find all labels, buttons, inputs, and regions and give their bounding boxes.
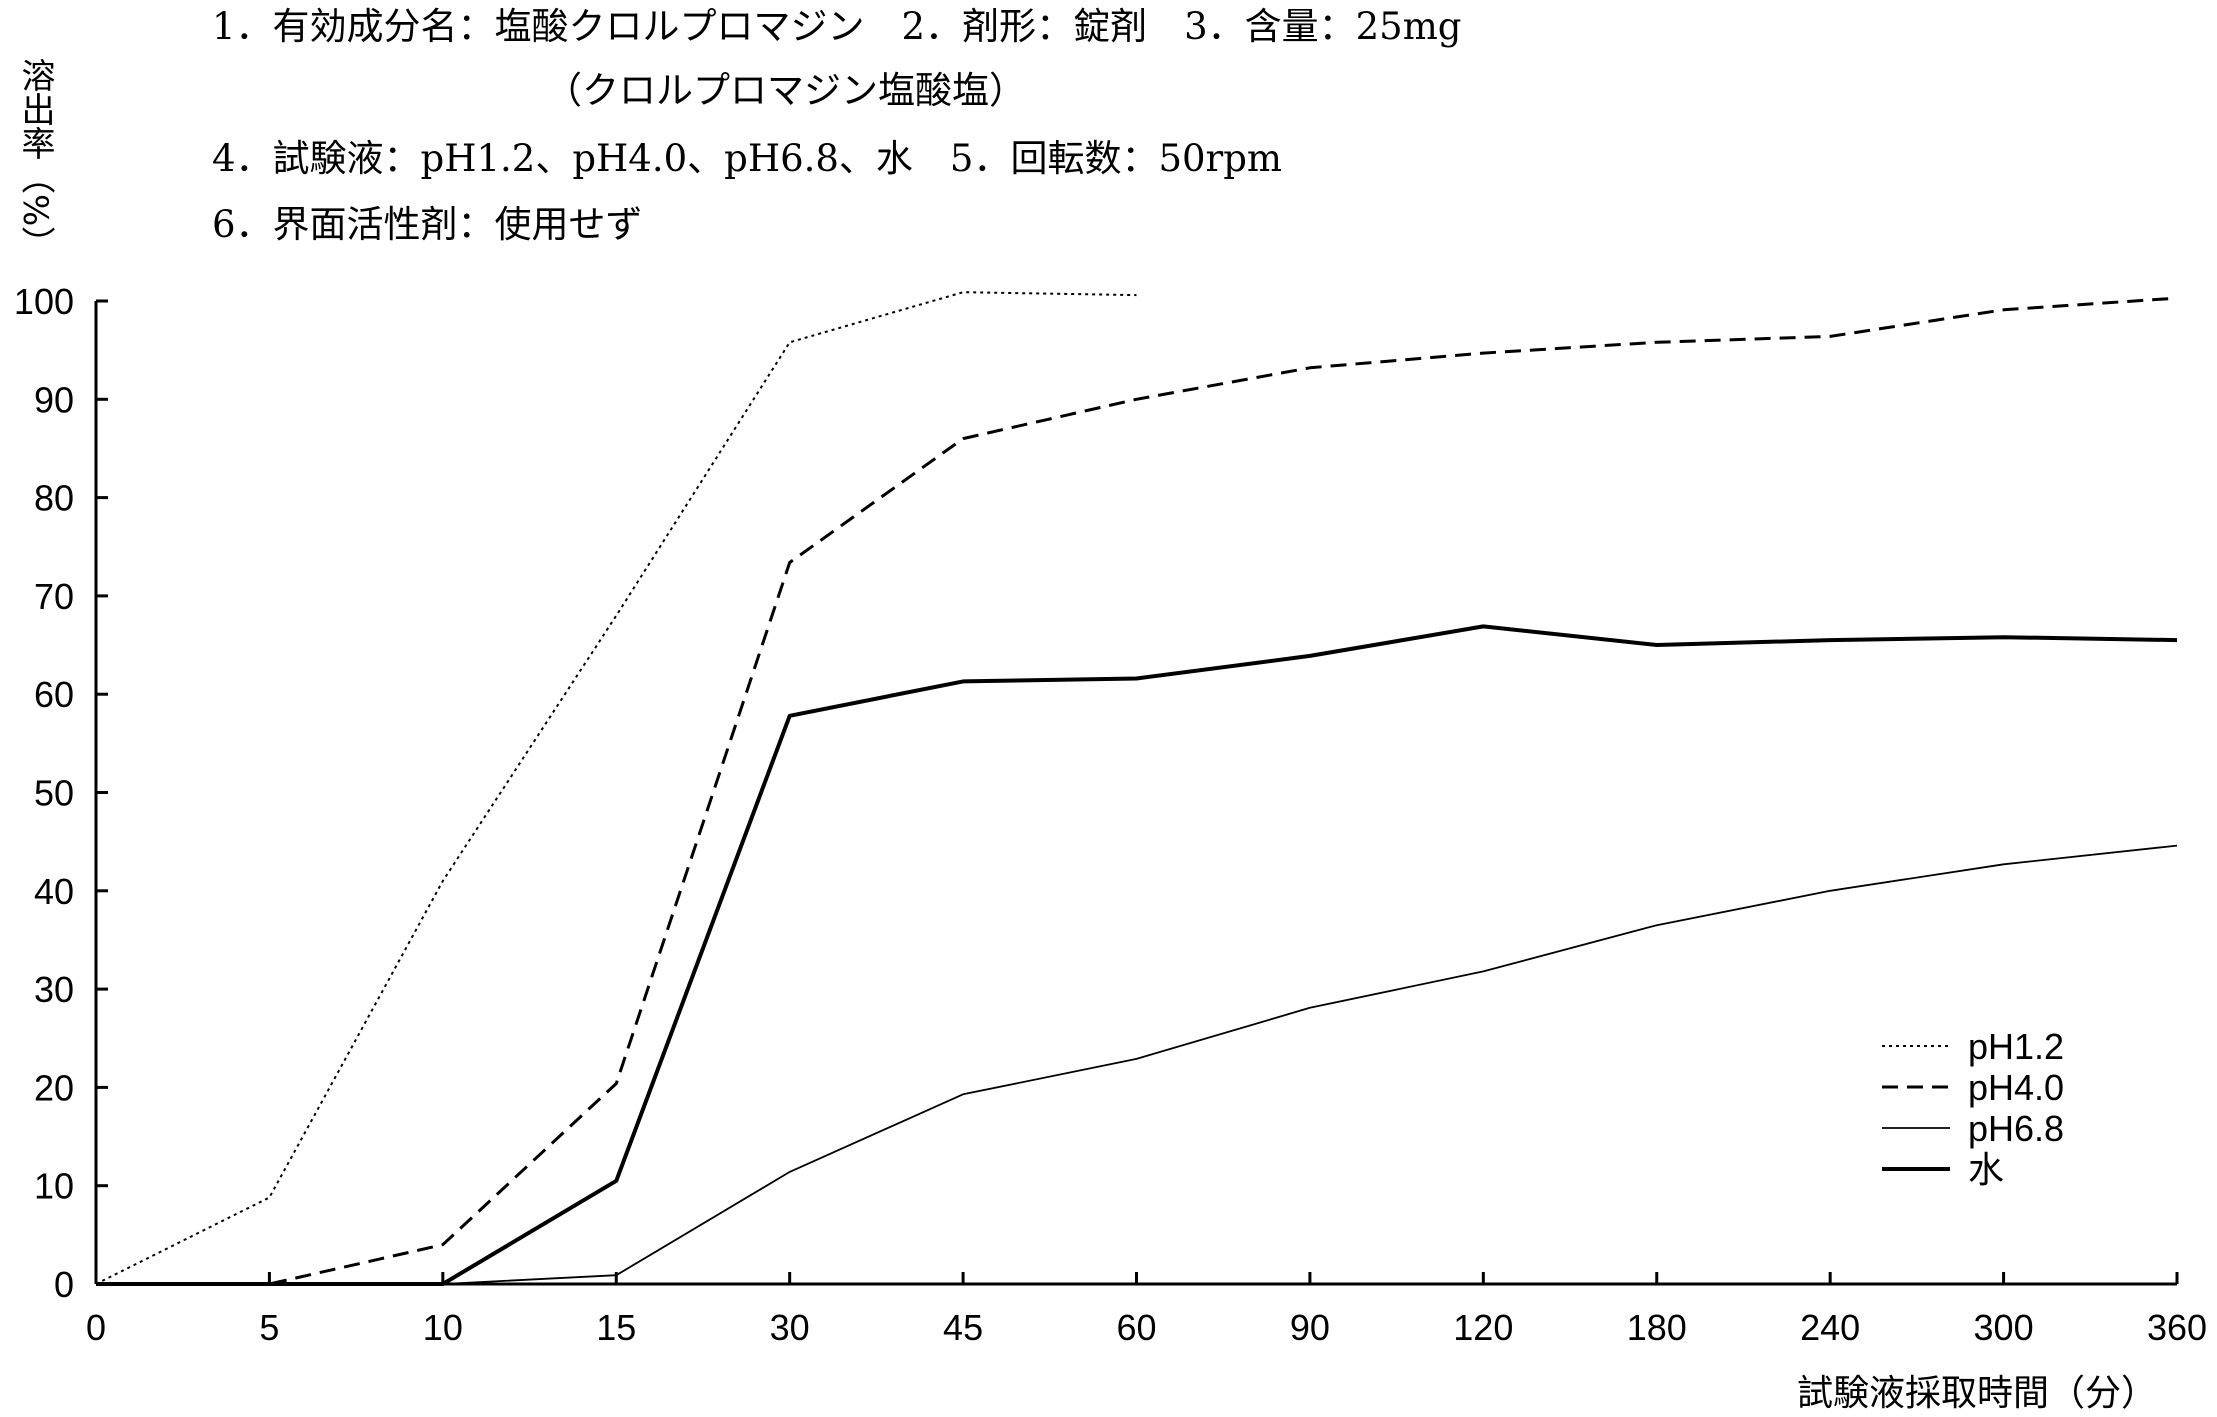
y-tick-label: 80: [34, 478, 74, 519]
x-tick-label: 90: [1290, 1307, 1330, 1348]
x-tick-label: 15: [596, 1307, 636, 1348]
y-tick-label: 0: [54, 1264, 74, 1305]
y-tick-label: 10: [34, 1166, 74, 1207]
x-tick-label: 120: [1453, 1307, 1513, 1348]
legend-label: 水: [1968, 1149, 2004, 1190]
series-lines: [95, 291, 2178, 1286]
legend-label: pH6.8: [1968, 1108, 2064, 1149]
x-axis-label: 試験液採取時間（分）: [1797, 1372, 2157, 1413]
y-tick-label: 100: [14, 281, 74, 322]
y-tick-label: 30: [34, 969, 74, 1010]
y-tick-label: 70: [34, 576, 74, 617]
x-tick-label: 180: [1627, 1307, 1687, 1348]
x-tick-label: 5: [259, 1307, 279, 1348]
legend-label: pH1.2: [1968, 1026, 2064, 1067]
series-line-thin: [96, 844, 2178, 1285]
series-line-dashed: [96, 296, 2178, 1286]
x-tick-label: 0: [86, 1307, 106, 1348]
y-axis-label: 溶出率（%）: [15, 58, 55, 261]
y-tick-label: 20: [34, 1067, 74, 1108]
x-tick-label: 300: [1974, 1307, 2034, 1348]
x-tick-label: 30: [770, 1307, 810, 1348]
legend-label: pH4.0: [1968, 1067, 2064, 1108]
y-tick-label: 40: [34, 871, 74, 912]
y-tick-label: 60: [34, 674, 74, 715]
series-line-thick: [96, 624, 2178, 1286]
header-line-1: 1．有効成分名：塩酸クロルプロマジン 2．剤形：錠剤 3．含量：25mg: [212, 5, 1462, 48]
axes: 0 5 10 15 30 45 60 90 120 180 240 300 360 0 10 20 30 40 50…: [14, 281, 2207, 1348]
x-tick-label: 240: [1800, 1307, 1860, 1348]
x-tick-label: 45: [943, 1307, 983, 1348]
x-tick-label: 60: [1116, 1307, 1156, 1348]
header-line-4: 6．界面活性剤：使用せず: [212, 203, 643, 246]
header-line-3: 4．試験液：pH1.2、pH4.0、pH6.8、水 5．回転数：50rpm: [212, 137, 1282, 180]
header-line-2: （クロルプロマジン塩酸塩）: [545, 69, 1026, 112]
y-tick-label: 90: [34, 379, 74, 420]
y-tick-label: 50: [34, 773, 74, 814]
x-tick-label: 360: [2147, 1307, 2207, 1348]
x-tick-label: 10: [423, 1307, 463, 1348]
series-line-dotted: [95, 291, 1137, 1285]
